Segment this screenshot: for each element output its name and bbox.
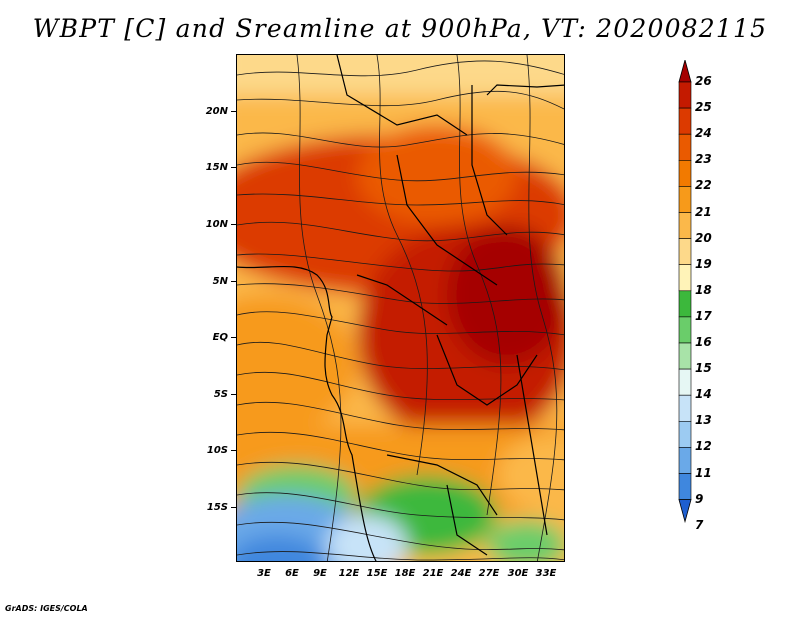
colorbar-swatch	[678, 394, 692, 422]
colorbar-swatch	[678, 212, 692, 239]
colorbar-swatch	[678, 107, 692, 135]
colorbar-tick-label: 24	[695, 126, 712, 141]
colorbar-swatch	[678, 420, 692, 448]
colorbar-swatch	[678, 133, 692, 161]
lat-label: 20N	[205, 106, 228, 117]
colorbar-swatch	[678, 368, 692, 396]
lat-tick	[231, 167, 236, 168]
colorbar-swatch	[678, 290, 692, 318]
colorbar-tick-label: 14	[695, 387, 712, 402]
lon-label: 18E	[394, 568, 416, 579]
lat-label: 5N	[212, 276, 228, 287]
lat-tick	[231, 111, 236, 112]
colorbar-tick-label: 21	[695, 204, 712, 219]
lon-label: 21E	[422, 568, 444, 579]
lat-label: 10N	[205, 219, 228, 230]
streamlines	[237, 55, 564, 561]
colorbar-tick-label: 20	[695, 230, 712, 245]
lat-tick	[231, 281, 236, 282]
lat-tick	[231, 507, 236, 508]
lat-tick	[231, 450, 236, 451]
colorbar-swatch	[678, 186, 692, 213]
lat-tick	[231, 337, 236, 338]
lon-label: 24E	[450, 568, 472, 579]
colorbar-tick-label: 11	[695, 465, 712, 480]
colorbar-swatch	[678, 473, 692, 500]
colorbar-tick-label: 16	[695, 335, 712, 349]
colorbar-max-arrow	[678, 60, 692, 83]
colorbar-swatch	[678, 342, 692, 370]
colorbar-swatch	[678, 264, 692, 292]
colorbar-swatch	[678, 81, 692, 109]
lon-label: 27E	[478, 568, 500, 579]
lon-label: 6E	[285, 568, 299, 579]
colorbar-tick-label: 26	[695, 74, 712, 88]
colorbar-tick-label: 17	[695, 308, 712, 323]
colorbar-tick-label: 15	[695, 361, 712, 376]
colorbar-tick-label: 22	[695, 178, 712, 193]
lon-label: 3E	[257, 568, 271, 579]
lat-label: 5S	[213, 389, 228, 400]
colorbar-swatch	[678, 160, 692, 187]
colorbar-swatch	[678, 447, 692, 474]
colorbar-swatch	[678, 316, 692, 344]
coastlines	[237, 55, 564, 561]
colorbar-swatch	[678, 238, 692, 266]
colorbar-tick-label: 23	[695, 152, 712, 167]
lat-label: EQ	[212, 332, 228, 343]
lat-tick	[231, 394, 236, 395]
footer-credit: GrADS: IGES/COLA	[5, 604, 88, 613]
colorbar-tick-label: 13	[695, 413, 712, 428]
colorbar-tick-label: 7	[695, 517, 704, 532]
chart-title: WBPT [C] and Sreamline at 900hPa, VT: 20…	[32, 14, 768, 43]
lon-label: 9E	[313, 568, 327, 579]
map-panel	[236, 54, 565, 562]
colorbar-min-arrow	[678, 499, 692, 524]
colorbar-tick-label: 19	[695, 256, 712, 271]
lat-label: 15S	[206, 502, 228, 513]
wbpt-field	[237, 55, 564, 561]
colorbar-tick-label: 18	[695, 282, 712, 297]
colorbar-tick-label: 9	[695, 491, 704, 506]
colorbar	[678, 60, 692, 524]
lon-label: 30E	[507, 568, 529, 579]
colorbar-tick-label: 25	[695, 100, 712, 115]
colorbar-tick-label: 12	[695, 439, 712, 454]
lon-label: 12E	[338, 568, 360, 579]
lat-label: 10S	[206, 445, 228, 456]
lat-label: 15N	[205, 162, 228, 173]
lat-tick	[231, 224, 236, 225]
lon-label: 15E	[366, 568, 388, 579]
lon-label: 33E	[535, 568, 557, 579]
